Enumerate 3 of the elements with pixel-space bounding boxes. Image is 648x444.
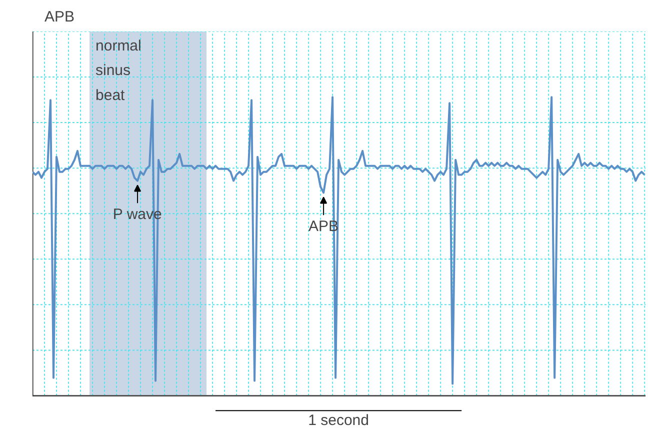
text: 1 second [308, 412, 369, 430]
chart-title: APB [44, 8, 75, 26]
annotation: normal sinus beat [96, 38, 142, 104]
